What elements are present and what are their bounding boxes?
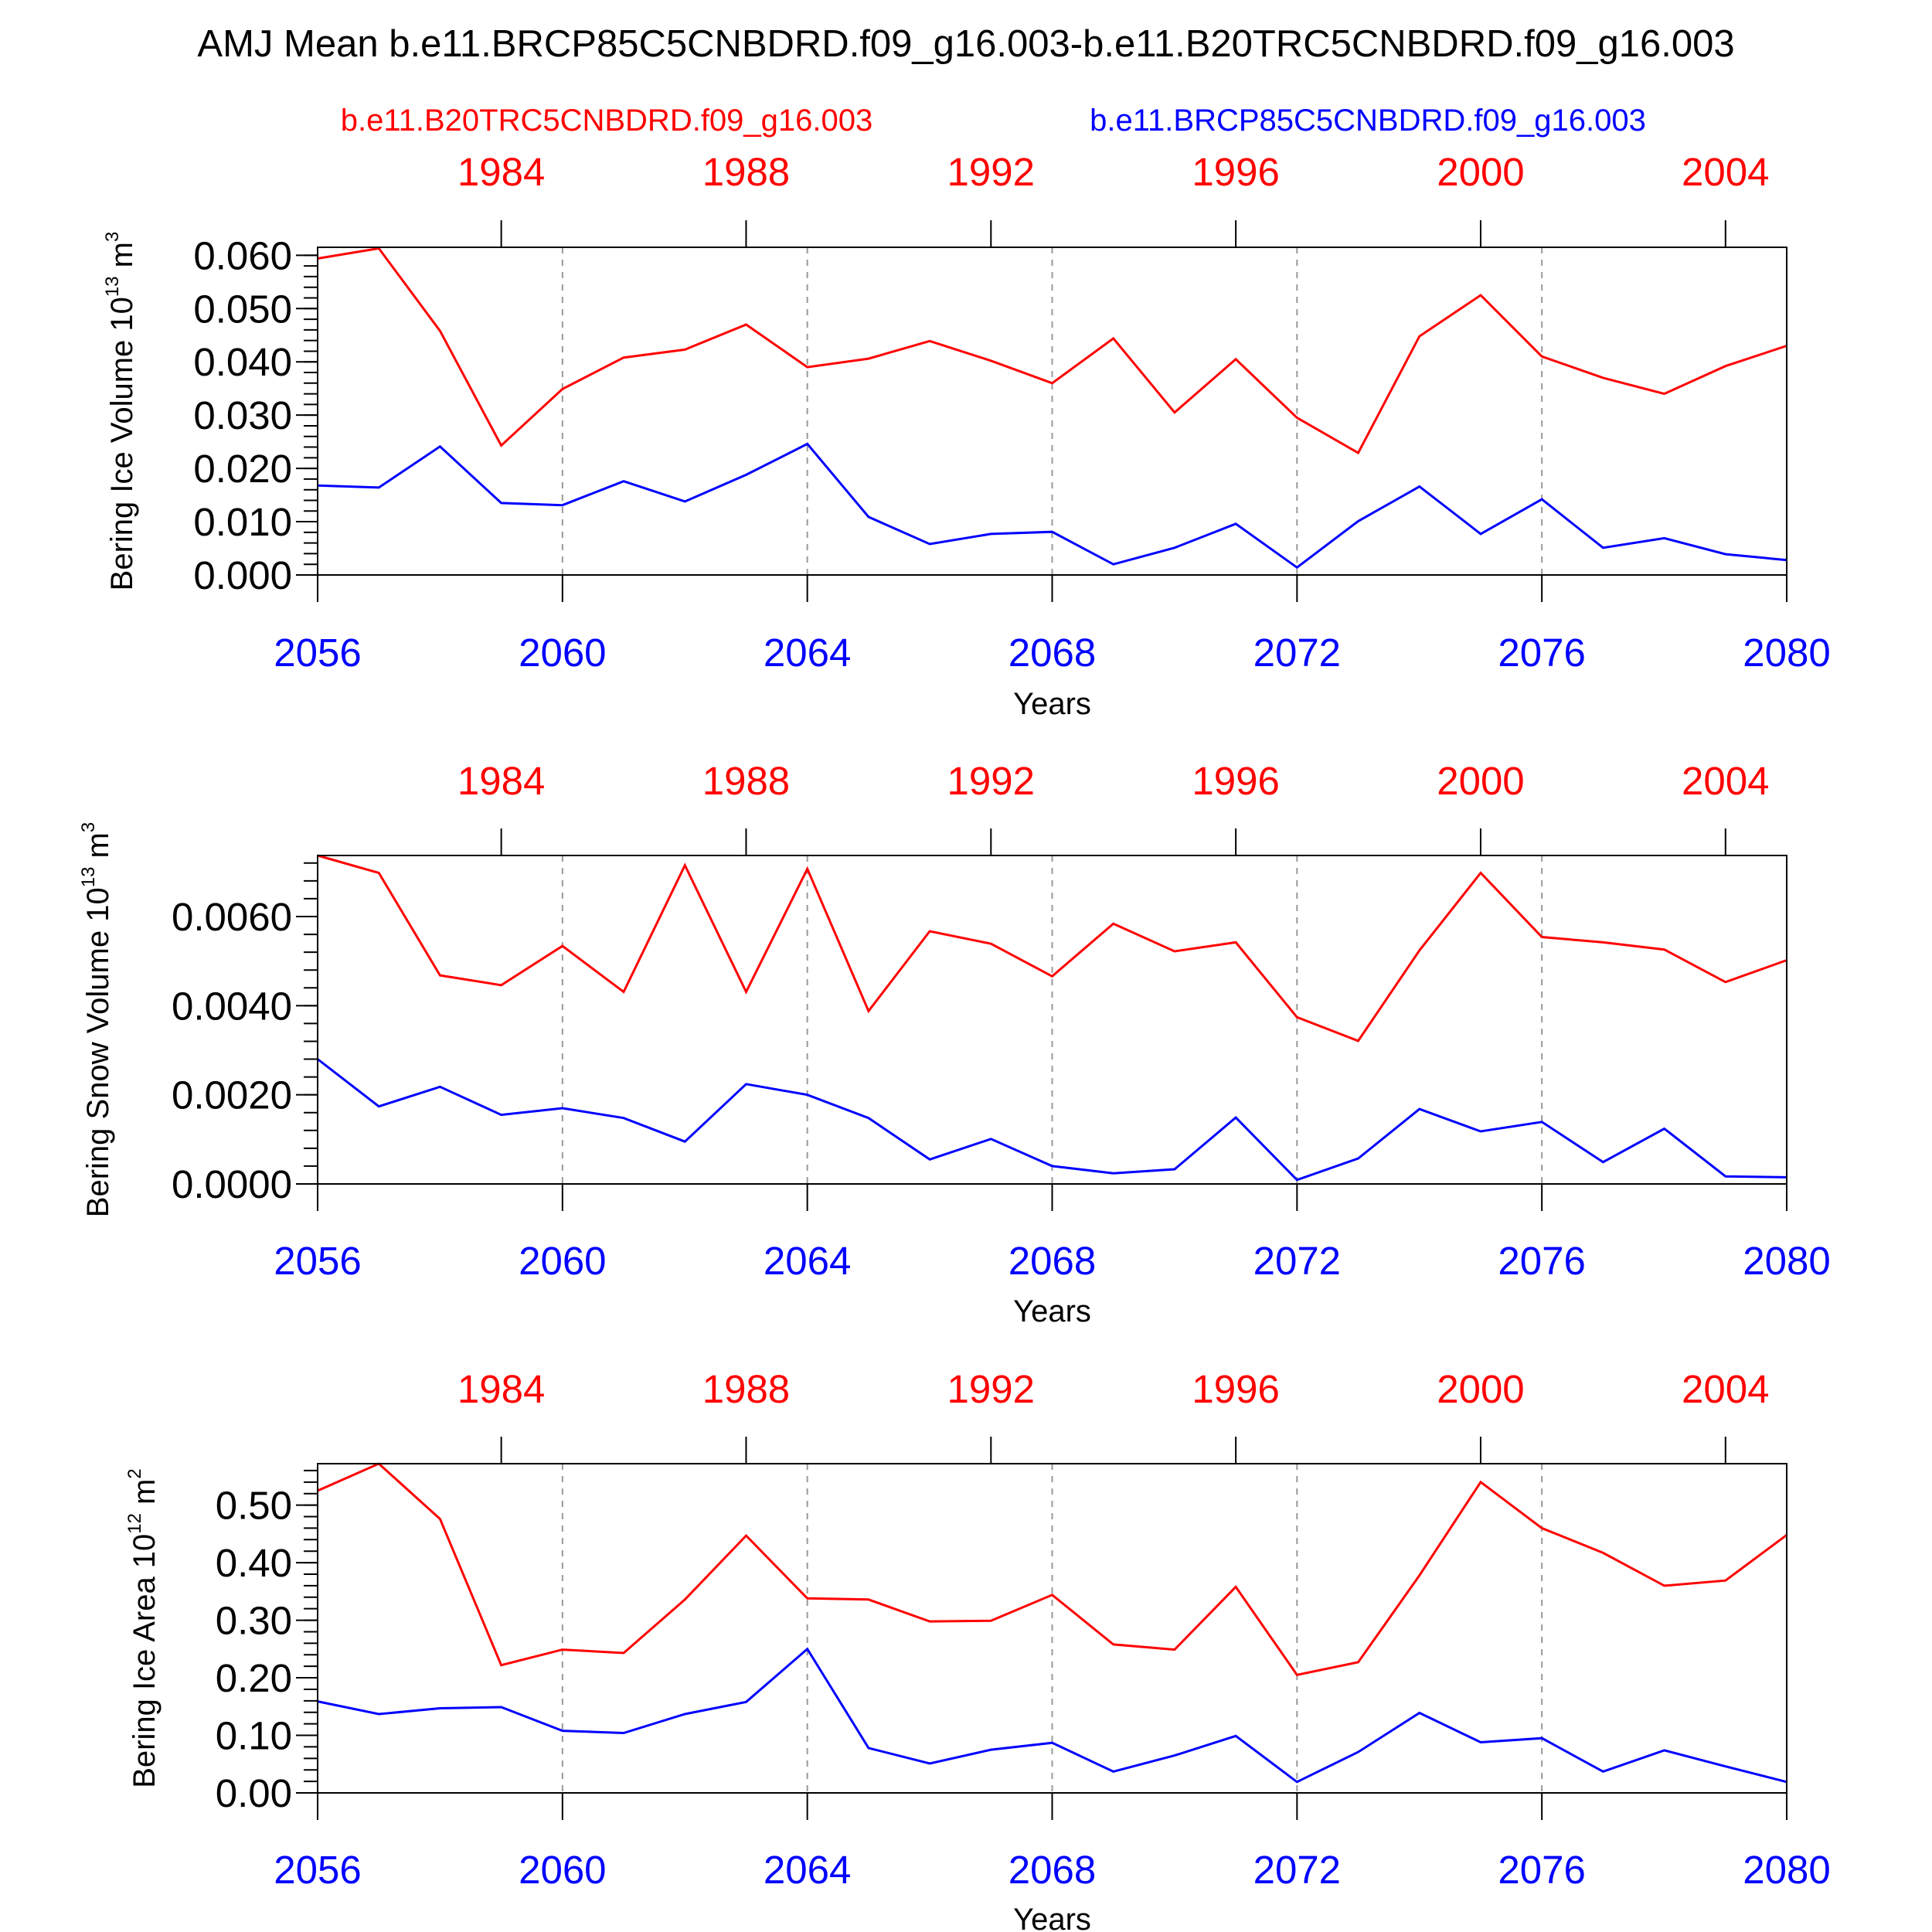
x-tick-label: 2076 <box>1498 631 1585 675</box>
y-axis-title: Bering Snow Volume 1013 m3 <box>78 822 115 1217</box>
x-tick-label: 2080 <box>1743 631 1830 675</box>
series-line-historical <box>317 854 1787 1043</box>
x-tick-label: 2068 <box>1009 631 1096 675</box>
x-tick-label: 2056 <box>274 1848 361 1892</box>
x-tick-label: 2068 <box>1009 1848 1096 1892</box>
top-tick-label: 1996 <box>1192 150 1279 194</box>
x-tick-label: 2060 <box>519 1848 606 1892</box>
top-tick-label: 1992 <box>947 150 1035 194</box>
y-tick-label: 0.050 <box>193 287 292 331</box>
x-tick-label: 2080 <box>1743 1848 1830 1892</box>
series-line-historical <box>317 247 1787 455</box>
x-tick-label: 2076 <box>1498 1848 1585 1892</box>
y-axis-title-unit: m <box>81 832 115 866</box>
y-axis-title: Bering Ice Area 1012 m2 <box>124 1468 162 1788</box>
top-tick-label: 2000 <box>1437 759 1524 803</box>
series-line-future <box>317 1647 1787 1784</box>
x-tick-label: 2064 <box>764 631 851 675</box>
plot-frame <box>317 1463 1787 1794</box>
y-axis-title-exponent: 13 <box>102 276 123 297</box>
legend-historical: b.e11.B20TRC5CNBDRD.f09_g16.003 <box>341 104 873 138</box>
x-tick-label: 2072 <box>1253 1848 1341 1892</box>
top-tick-label: 2004 <box>1682 1367 1769 1411</box>
y-axis-title-unit-exponent: 3 <box>102 232 123 242</box>
y-tick-label: 0.50 <box>216 1484 292 1528</box>
y-tick-label: 0.020 <box>193 447 292 491</box>
figure-title: AMJ Mean b.e11.BRCP85C5CNBDRD.f09_g16.00… <box>197 23 1734 65</box>
y-axis-title-text: Bering Snow Volume 10 <box>81 887 115 1217</box>
top-tick-label: 1984 <box>457 759 545 803</box>
top-tick-label: 1988 <box>702 1367 790 1411</box>
x-tick-label: 2068 <box>1009 1239 1096 1283</box>
y-tick-label: 0.040 <box>193 340 292 384</box>
y-axis-title-unit: m <box>128 1479 162 1513</box>
y-tick-label: 0.00 <box>216 1771 292 1815</box>
series-line-future <box>317 442 1787 570</box>
y-tick-label: 0.30 <box>216 1599 292 1643</box>
top-tick-label: 2000 <box>1437 150 1524 194</box>
top-tick-label: 1992 <box>947 1367 1035 1411</box>
x-tick-label: 2072 <box>1253 1239 1341 1283</box>
plot-frame <box>317 247 1787 576</box>
y-tick-label: 0.000 <box>193 553 292 597</box>
x-axis-title: Years <box>1013 1903 1091 1932</box>
panel-ice-area: 0.00 0.10 0.20 0.30 0.40 0.50 2056 2060 2064 2068… <box>124 1367 1831 1932</box>
top-tick-label: 2004 <box>1682 150 1769 194</box>
series-line-historical <box>317 1462 1787 1676</box>
top-tick-label: 1996 <box>1192 759 1279 803</box>
y-axis-title-text: Bering Ice Area 10 <box>128 1534 162 1788</box>
y-axis-title-unit-exponent: 3 <box>78 822 99 832</box>
y-axis-title-exponent: 12 <box>124 1513 145 1534</box>
y-axis-title-unit-exponent: 2 <box>124 1468 145 1478</box>
x-tick-label: 2080 <box>1743 1239 1830 1283</box>
top-tick-label: 1984 <box>457 150 545 194</box>
top-tick-label: 1988 <box>702 759 790 803</box>
y-axis-title: Bering Ice Volume 1013 m3 <box>102 232 139 591</box>
y-axis-title-unit: m <box>105 242 139 276</box>
y-tick-label: 0.10 <box>216 1714 292 1758</box>
x-axis-title: Years <box>1013 687 1091 721</box>
x-tick-label: 2076 <box>1498 1239 1585 1283</box>
legend-future: b.e11.BRCP85C5CNBDRD.f09_g16.003 <box>1090 104 1646 138</box>
y-tick-label: 0.030 <box>193 393 292 437</box>
top-tick-label: 2004 <box>1682 759 1769 803</box>
x-tick-label: 2060 <box>519 631 606 675</box>
x-tick-label: 2064 <box>764 1239 851 1283</box>
y-axis-title-exponent: 13 <box>78 867 99 888</box>
top-tick-label: 1992 <box>947 759 1035 803</box>
plot-frame <box>317 855 1787 1185</box>
x-tick-label: 2064 <box>764 1848 851 1892</box>
x-tick-label: 2060 <box>519 1239 606 1283</box>
y-tick-label: 0.010 <box>193 500 292 544</box>
y-tick-label: 0.0060 <box>172 895 292 939</box>
top-tick-label: 1996 <box>1192 1367 1279 1411</box>
y-tick-label: 0.0000 <box>172 1162 292 1206</box>
panel-snow-volume: 0.0000 0.0020 0.0040 0.0060 2056 2060 2064 2068… <box>78 759 1831 1328</box>
y-tick-label: 0.20 <box>216 1656 292 1700</box>
top-tick-label: 1984 <box>457 1367 545 1411</box>
y-tick-label: 0.40 <box>216 1541 292 1585</box>
panel-ice-volume: 0.000 0.010 0.020 0.030 0.040 0.050 0.060 2056 2… <box>102 150 1831 721</box>
x-tick-label: 2056 <box>274 1239 361 1283</box>
x-tick-label: 2056 <box>274 631 361 675</box>
series-line-future <box>317 1058 1787 1182</box>
y-tick-label: 0.0040 <box>172 984 292 1028</box>
x-axis-title: Years <box>1013 1294 1091 1328</box>
y-tick-label: 0.0020 <box>172 1073 292 1117</box>
x-tick-label: 2072 <box>1253 631 1341 675</box>
top-tick-label: 2000 <box>1437 1367 1524 1411</box>
y-axis-title-text: Bering Ice Volume 10 <box>105 297 139 590</box>
top-tick-label: 1988 <box>702 150 790 194</box>
y-tick-label: 0.060 <box>193 233 292 277</box>
